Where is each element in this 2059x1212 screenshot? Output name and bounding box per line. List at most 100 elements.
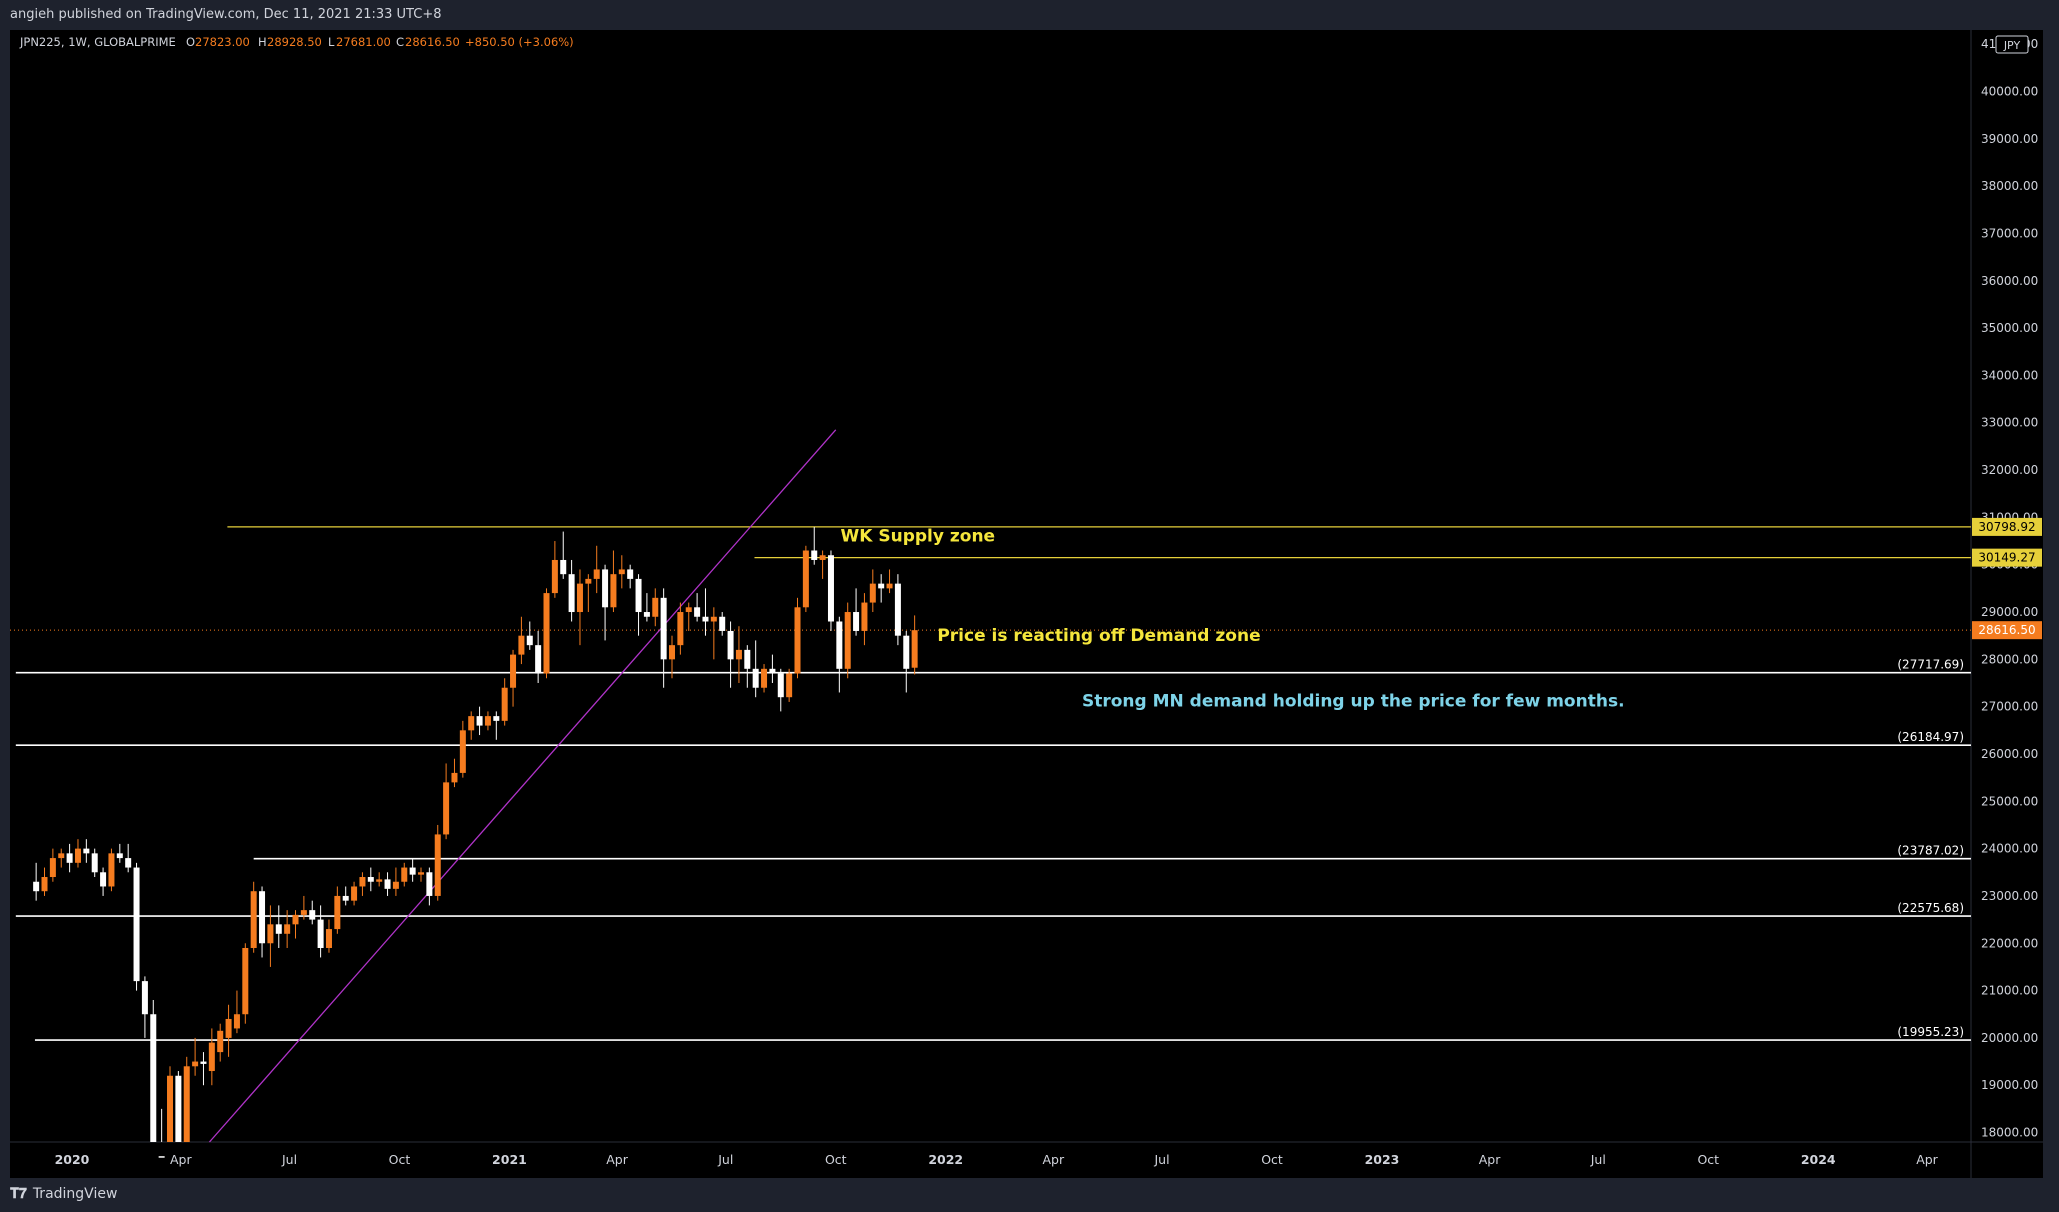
time-axis[interactable]: 2020 Apr Jul Oct 2021 Apr Jul Oct 2022 Apr Jul Oct 2… <box>55 1152 1939 1167</box>
candle <box>894 574 901 646</box>
candle <box>660 588 667 688</box>
y-tick-label: 27000.00 <box>1981 700 2038 714</box>
supply-upper-axis-badge <box>1972 517 2042 536</box>
candles[interactable] <box>33 526 918 1158</box>
candle <box>267 905 274 967</box>
candle <box>777 668 784 712</box>
candle-body <box>618 569 625 575</box>
candle <box>125 843 132 873</box>
candle-body <box>501 687 508 721</box>
candle-body <box>418 872 425 875</box>
tradingview-logo[interactable]: 𝐓𝟕 TradingView <box>10 1186 117 1202</box>
candle-body <box>100 872 107 887</box>
candle <box>535 630 542 684</box>
price-chart[interactable]: 18000.00 19000.00 20000.00 21000.00 22000.00… <box>0 30 2059 1178</box>
candle <box>58 848 65 868</box>
candle-body <box>853 612 860 631</box>
candle-body <box>91 853 98 873</box>
candle-body <box>342 895 349 901</box>
legend-close: 28616.50 <box>405 35 460 49</box>
candle-body <box>108 853 115 887</box>
x-tick-label: Apr <box>1479 1152 1501 1167</box>
price-axis-labels: 30798.92 30149.27 28616.50 <box>1972 517 2042 640</box>
x-tick-label: Apr <box>1916 1152 1938 1167</box>
candle <box>317 905 324 958</box>
candle <box>418 867 425 882</box>
candle <box>451 758 458 788</box>
candle <box>702 588 709 636</box>
candle <box>409 858 416 882</box>
candle <box>426 867 433 906</box>
candle <box>827 550 834 631</box>
candle <box>309 900 316 925</box>
candle <box>225 1004 232 1057</box>
candle-body <box>886 583 893 589</box>
legend: JPN225, 1W, GLOBALPRIME O 27823.00 H 289… <box>19 35 574 49</box>
candle-body <box>493 716 500 721</box>
candle-body <box>727 630 734 660</box>
candle-body <box>309 910 316 920</box>
candle <box>367 867 374 892</box>
candle <box>41 867 48 896</box>
supply-lower-axis-label: 30149.27 <box>1978 551 2035 565</box>
candle <box>853 588 860 636</box>
candle-body <box>367 877 374 882</box>
candle-body <box>635 578 642 613</box>
candle <box>735 626 742 684</box>
candle-body <box>443 782 450 835</box>
candle <box>794 597 801 679</box>
candle-body <box>543 593 550 674</box>
legend-low: 27681.00 <box>336 35 391 49</box>
candle-body <box>376 879 383 882</box>
legend-close-label: C <box>396 35 404 49</box>
y-tick-label: 21000.00 <box>1981 984 2038 998</box>
candle <box>83 839 90 863</box>
supply-lower-axis-badge <box>1972 548 2042 567</box>
trendline <box>208 429 837 1143</box>
candle <box>761 664 768 693</box>
y-tick-label: 26000.00 <box>1981 747 2038 761</box>
candle-body <box>844 612 851 669</box>
candle <box>677 602 684 655</box>
y-tick-label: 35000.00 <box>1981 321 2038 335</box>
y-tick-label: 23000.00 <box>1981 889 2038 903</box>
annotations[interactable]: WK Supply zone Price is reacting off Dema… <box>841 527 1625 712</box>
candle <box>74 839 81 868</box>
candle <box>510 649 517 707</box>
candle <box>325 919 332 953</box>
candle-body <box>392 881 399 889</box>
candle-body <box>468 716 475 731</box>
candle-body <box>292 914 299 925</box>
current-price-axis-label: 28616.50 <box>1978 623 2035 637</box>
candle <box>576 569 583 646</box>
candle <box>585 574 592 613</box>
candle <box>811 526 818 565</box>
demand-2-label: (26184.97) <box>1897 730 1964 744</box>
demand-5-label: (19955.23) <box>1897 1025 1964 1039</box>
candle <box>836 616 843 693</box>
candle <box>192 1037 199 1076</box>
candle <box>401 862 408 887</box>
publisher-bar: angieh published on TradingView.com, Dec… <box>0 0 2059 30</box>
candle-body <box>894 583 901 636</box>
trendline-group[interactable] <box>208 429 837 1143</box>
candle-body <box>669 645 676 660</box>
y-tick-label: 36000.00 <box>1981 274 2038 288</box>
candle <box>108 848 115 892</box>
currency-badge[interactable]: JPY <box>1995 35 2029 54</box>
candle <box>150 1000 157 1142</box>
candle <box>719 612 726 636</box>
candle-body <box>476 716 483 726</box>
candle-body <box>284 924 291 934</box>
annotation-text: WK Supply zone <box>841 527 996 547</box>
candle-body <box>911 630 918 668</box>
y-tick-label: 39000.00 <box>1981 132 2038 146</box>
candle-body <box>58 853 65 859</box>
x-tick-label: Jul <box>1590 1152 1606 1167</box>
horizontal-levels[interactable]: (27717.69) (26184.97) (23787.02) (22575.68)… <box>15 526 1971 1041</box>
candle-body <box>208 1042 215 1072</box>
x-tick-label: 2020 <box>55 1152 90 1167</box>
candle-body <box>451 772 458 783</box>
candle <box>802 545 809 613</box>
currency-label: JPY <box>2003 39 2021 52</box>
